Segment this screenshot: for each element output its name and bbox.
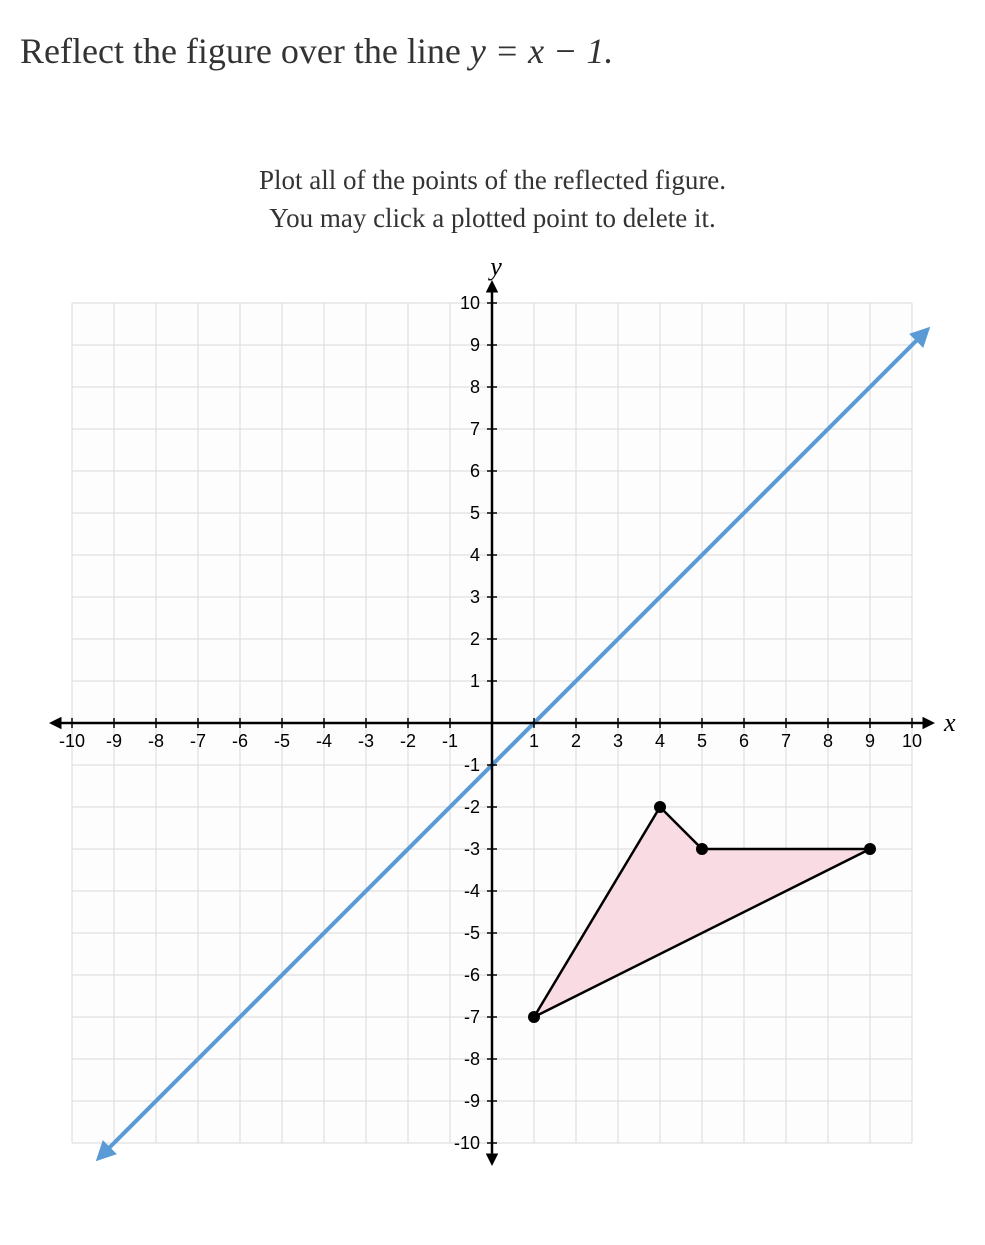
equation-eq: = — [486, 31, 528, 71]
svg-text:-2: -2 — [464, 797, 480, 817]
svg-text:10: 10 — [460, 293, 480, 313]
svg-text:-8: -8 — [464, 1049, 480, 1069]
svg-text:-6: -6 — [232, 731, 248, 751]
equation-rhs: x − 1. — [528, 31, 613, 71]
title-text: Reflect the figure over the line — [20, 31, 470, 71]
instruction-line2: You may click a plotted point to delete … — [20, 200, 965, 238]
svg-text:-10: -10 — [59, 731, 85, 751]
svg-text:9: 9 — [865, 731, 875, 751]
svg-text:4: 4 — [655, 731, 665, 751]
svg-text:3: 3 — [470, 587, 480, 607]
figure-vertex[interactable] — [696, 843, 708, 855]
svg-text:9: 9 — [470, 335, 480, 355]
instructions: Plot all of the points of the reflected … — [20, 162, 965, 238]
svg-text:7: 7 — [781, 731, 791, 751]
svg-text:5: 5 — [470, 503, 480, 523]
svg-text:6: 6 — [739, 731, 749, 751]
svg-text:10: 10 — [902, 731, 922, 751]
svg-text:4: 4 — [470, 545, 480, 565]
svg-text:-4: -4 — [464, 881, 480, 901]
y-axis-label: y — [487, 253, 502, 281]
svg-text:-6: -6 — [464, 965, 480, 985]
figure-vertex[interactable] — [654, 801, 666, 813]
x-axis-label: x — [943, 708, 956, 737]
svg-text:1: 1 — [529, 731, 539, 751]
chart-svg[interactable]: -10 -9 -8 -7 -6 -5 -4 -3 -2 -1 1 2 3 4 5 6 7 8 9 10 1 2 3 4 5 6 7 8… — [20, 253, 965, 1173]
svg-text:6: 6 — [470, 461, 480, 481]
figure-vertex[interactable] — [864, 843, 876, 855]
svg-text:1: 1 — [470, 671, 480, 691]
coordinate-plane[interactable]: -10 -9 -8 -7 -6 -5 -4 -3 -2 -1 1 2 3 4 5 6 7 8 9 10 1 2 3 4 5 6 7 8… — [20, 253, 965, 1173]
svg-text:-1: -1 — [464, 755, 480, 775]
svg-text:-2: -2 — [400, 731, 416, 751]
svg-text:-4: -4 — [316, 731, 332, 751]
svg-text:-5: -5 — [464, 923, 480, 943]
svg-text:-9: -9 — [464, 1091, 480, 1111]
problem-title: Reflect the figure over the line y = x −… — [20, 30, 965, 72]
svg-text:-7: -7 — [190, 731, 206, 751]
svg-text:7: 7 — [470, 419, 480, 439]
svg-text:-7: -7 — [464, 1007, 480, 1027]
svg-text:-9: -9 — [106, 731, 122, 751]
equation-lhs: y — [470, 31, 486, 71]
svg-text:8: 8 — [823, 731, 833, 751]
instruction-line1: Plot all of the points of the reflected … — [20, 162, 965, 200]
svg-text:2: 2 — [470, 629, 480, 649]
svg-text:3: 3 — [613, 731, 623, 751]
svg-text:-10: -10 — [454, 1133, 480, 1153]
svg-text:-8: -8 — [148, 731, 164, 751]
svg-text:5: 5 — [697, 731, 707, 751]
svg-text:8: 8 — [470, 377, 480, 397]
svg-text:-3: -3 — [358, 731, 374, 751]
svg-text:-1: -1 — [442, 731, 458, 751]
svg-text:-5: -5 — [274, 731, 290, 751]
svg-text:2: 2 — [571, 731, 581, 751]
svg-text:-3: -3 — [464, 839, 480, 859]
figure-vertex[interactable] — [528, 1011, 540, 1023]
